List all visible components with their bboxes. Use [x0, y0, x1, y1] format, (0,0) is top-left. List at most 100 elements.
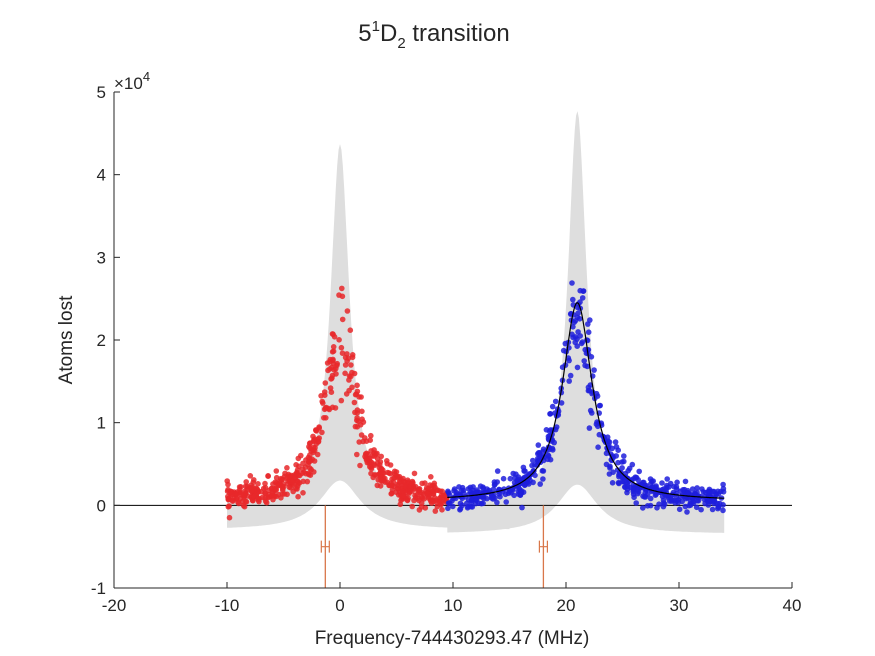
- red-point: [428, 498, 434, 505]
- fit-curve: [447, 302, 725, 499]
- red-point: [405, 495, 411, 502]
- blue-point: [680, 487, 686, 493]
- blue-point: [510, 470, 516, 477]
- blue-point: [469, 504, 476, 510]
- blue-point: [621, 453, 627, 459]
- blue-point: [630, 491, 637, 498]
- blue-point: [560, 347, 567, 354]
- red-point: [352, 423, 359, 430]
- red-point: [237, 491, 244, 498]
- x-axis-label: Frequency-744430293.47 (MHz): [315, 628, 590, 649]
- red-point: [265, 494, 271, 501]
- blue-point: [567, 372, 574, 379]
- red-point: [321, 406, 328, 413]
- red-point: [276, 482, 283, 488]
- blue-point: [562, 340, 569, 347]
- red-point: [241, 503, 248, 510]
- red-point: [262, 490, 269, 497]
- blue-point: [643, 482, 649, 489]
- red-point: [422, 480, 428, 486]
- red-point: [262, 480, 268, 487]
- y-exponent-power: 4: [143, 69, 150, 84]
- red-point: [411, 470, 418, 477]
- red-point: [300, 490, 306, 496]
- blue-point: [720, 507, 726, 514]
- blue-point: [682, 503, 689, 510]
- red-point: [339, 350, 346, 357]
- x-tick-label: 20: [557, 596, 576, 615]
- blue-point: [585, 347, 592, 353]
- red-point: [395, 482, 402, 489]
- blue-point: [445, 500, 452, 506]
- red-point: [243, 479, 249, 485]
- blue-point: [532, 462, 538, 468]
- red-point: [322, 380, 329, 386]
- blue-point: [519, 504, 525, 511]
- blue-point: [589, 389, 596, 396]
- title-subscript: 2: [397, 35, 405, 52]
- x-tick-label: 0: [335, 596, 344, 615]
- red-point: [382, 475, 388, 482]
- red-point: [368, 432, 374, 439]
- red-point: [344, 308, 351, 314]
- red-point: [354, 388, 361, 395]
- red-point: [273, 468, 280, 474]
- blue-point: [558, 400, 565, 406]
- blue-point: [589, 410, 595, 416]
- blue-point: [566, 378, 572, 384]
- blue-point: [470, 487, 476, 494]
- red-point: [247, 473, 254, 479]
- blue-point: [521, 468, 527, 474]
- blue-point: [585, 321, 591, 327]
- red-point: [434, 499, 440, 506]
- red-point: [226, 514, 233, 521]
- red-point: [225, 486, 231, 493]
- blue-point: [575, 329, 581, 335]
- blue-point: [609, 480, 616, 486]
- x-tick-label: 40: [783, 596, 802, 615]
- red-point: [293, 470, 300, 477]
- blue-point: [457, 507, 463, 513]
- blue-point: [595, 444, 601, 451]
- red-point: [393, 472, 399, 479]
- blue-point: [624, 481, 631, 487]
- red-point: [371, 453, 378, 459]
- blue-point: [630, 485, 637, 492]
- blue-point: [674, 498, 680, 504]
- red-point: [325, 367, 331, 374]
- red-point: [377, 462, 383, 468]
- blue-point: [715, 491, 722, 497]
- blue-point: [674, 486, 680, 493]
- red-point: [289, 478, 295, 485]
- blue-point: [603, 461, 610, 468]
- blue-point: [575, 310, 581, 317]
- marker-error-bar-1: [320, 540, 330, 553]
- red-point: [270, 481, 276, 487]
- blue-point: [497, 493, 503, 500]
- blue-point: [685, 490, 691, 496]
- confidence-band-2: [447, 111, 725, 533]
- blue-point: [607, 465, 613, 471]
- blue-point: [546, 428, 553, 435]
- red-point: [322, 392, 328, 399]
- y-tick-label: 4: [97, 166, 106, 185]
- red-point: [244, 493, 251, 499]
- blue-point: [630, 476, 637, 482]
- blue-point: [530, 479, 536, 486]
- blue-point: [511, 479, 518, 486]
- blue-point: [619, 478, 625, 485]
- red-point: [360, 438, 366, 445]
- red-point: [323, 415, 329, 421]
- blue-point: [585, 387, 592, 394]
- blue-point: [663, 492, 670, 499]
- red-point: [295, 493, 301, 500]
- red-point: [349, 354, 356, 361]
- red-point: [421, 496, 427, 502]
- blue-point: [656, 501, 662, 508]
- red-point: [342, 370, 348, 377]
- blue-point: [458, 488, 465, 494]
- blue-point: [547, 411, 554, 417]
- red-point: [248, 482, 254, 489]
- title-base: 5: [358, 20, 371, 47]
